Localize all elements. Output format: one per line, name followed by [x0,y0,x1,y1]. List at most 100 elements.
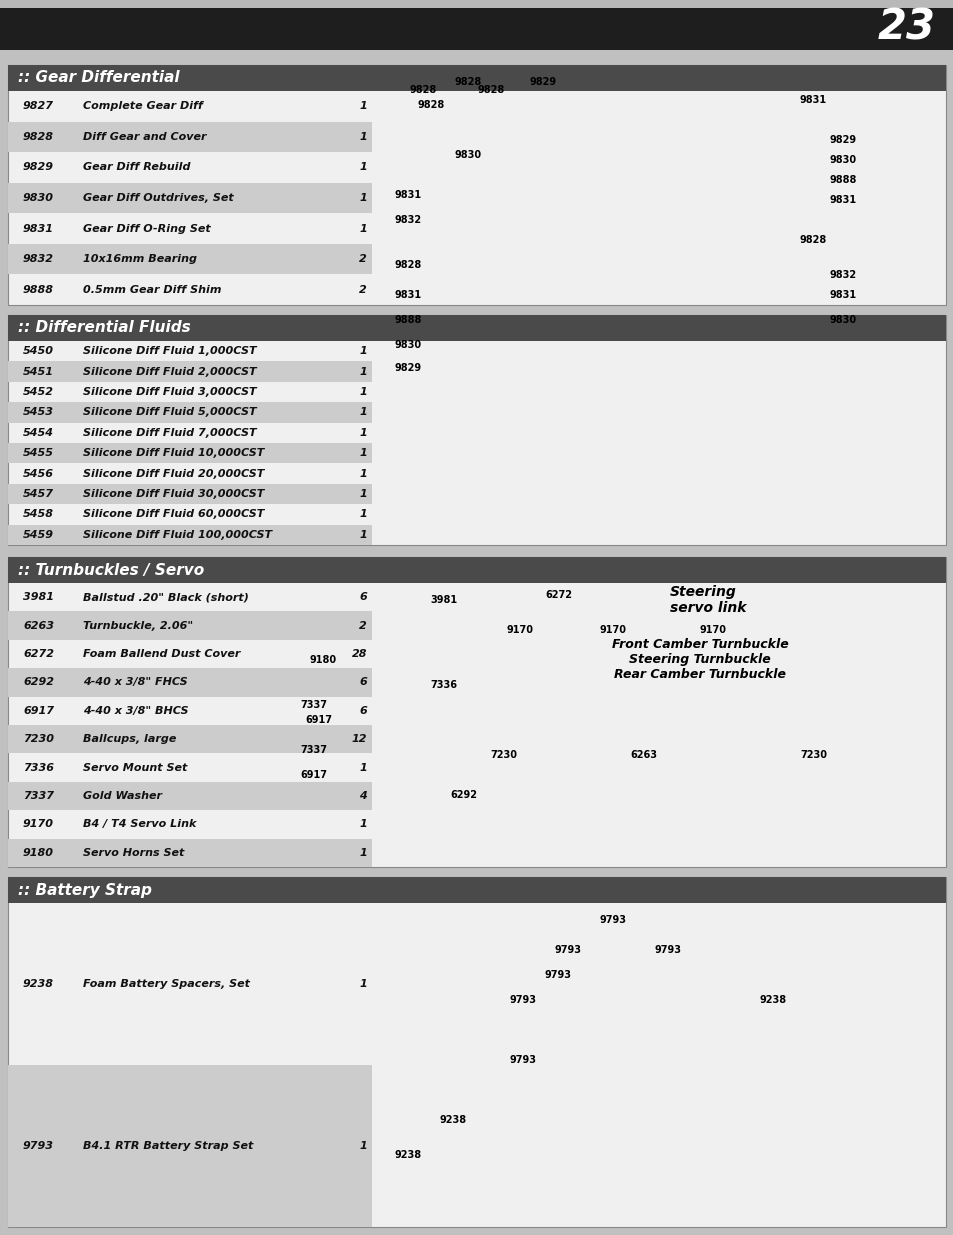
Text: 5459: 5459 [23,530,54,540]
Text: Foam Battery Spacers, Set: Foam Battery Spacers, Set [83,979,250,989]
Text: 6: 6 [359,678,367,688]
Text: 6263: 6263 [23,621,54,631]
Text: Silicone Diff Fluid 20,000CST: Silicone Diff Fluid 20,000CST [83,468,264,479]
Text: 9831: 9831 [829,290,856,300]
Text: 7337: 7337 [299,745,327,755]
Text: 7337: 7337 [23,790,54,802]
Text: 9238: 9238 [23,979,54,989]
Text: 1: 1 [359,762,367,773]
Text: 6917: 6917 [305,715,332,725]
Text: 1: 1 [359,819,367,830]
Bar [8,484,372,504]
Text: 12: 12 [351,734,367,745]
Text: 9828: 9828 [410,85,436,95]
Text: 2: 2 [359,285,367,295]
Bar [0,0,953,49]
Text: :: Gear Differential: :: Gear Differential [18,70,179,85]
Text: 9793: 9793 [655,945,681,955]
Text: 1: 1 [359,427,367,437]
Bar [8,611,372,640]
Text: Front Camber Turnbuckle
Steering Turnbuckle
Rear Camber Turnbuckle: Front Camber Turnbuckle Steering Turnbuc… [611,638,787,682]
Text: 9831: 9831 [395,290,421,300]
Text: 6: 6 [359,705,367,716]
Text: 5453: 5453 [23,408,54,417]
Bar [8,443,372,463]
Text: 9832: 9832 [23,254,54,264]
Bar [8,65,945,91]
Text: 9888: 9888 [829,175,857,185]
Text: :: Differential Fluids: :: Differential Fluids [18,321,191,336]
Text: 9830: 9830 [455,149,481,161]
Text: 9180: 9180 [23,847,54,858]
Text: Gold Washer: Gold Washer [83,790,162,802]
Text: 7337: 7337 [299,700,327,710]
Text: 9831: 9831 [23,224,54,233]
Text: :: Battery Strap: :: Battery Strap [18,883,152,898]
Text: 9831: 9831 [395,190,421,200]
Text: 4-40 x 3/8" FHCS: 4-40 x 3/8" FHCS [83,678,188,688]
Text: 5456: 5456 [23,468,54,479]
Text: 1: 1 [359,387,367,396]
Text: 6272: 6272 [544,590,572,600]
Bar [8,315,945,341]
Text: 9829: 9829 [395,363,421,373]
Text: 1: 1 [359,408,367,417]
Bar [8,668,372,697]
Text: 9827: 9827 [23,101,54,111]
Text: Gear Diff O-Ring Set: Gear Diff O-Ring Set [83,224,211,233]
Text: 1: 1 [359,367,367,377]
Text: Ballcups, large: Ballcups, large [83,734,176,745]
Bar [8,877,945,903]
Text: 9793: 9793 [510,995,537,1005]
Text: 9793: 9793 [23,1141,54,1151]
Text: 4: 4 [359,790,367,802]
Text: Ballstud .20" Black (short): Ballstud .20" Black (short) [83,593,249,603]
Text: Steering
servo link: Steering servo link [669,585,745,615]
Text: 7336: 7336 [23,762,54,773]
Text: Gear Diff Rebuild: Gear Diff Rebuild [83,163,191,173]
Text: Servo Mount Set: Servo Mount Set [83,762,187,773]
Text: Silicone Diff Fluid 3,000CST: Silicone Diff Fluid 3,000CST [83,387,256,396]
Text: 9832: 9832 [829,270,856,280]
Bar [8,525,372,545]
Text: 5451: 5451 [23,367,54,377]
Text: 5458: 5458 [23,509,54,520]
Text: 9793: 9793 [510,1055,537,1065]
Text: 5455: 5455 [23,448,54,458]
Text: 1: 1 [359,468,367,479]
Text: Silicone Diff Fluid 2,000CST: Silicone Diff Fluid 2,000CST [83,367,256,377]
Bar [8,403,372,422]
Bar [8,65,945,305]
Text: 9828: 9828 [23,132,54,142]
Text: 9829: 9829 [530,77,557,86]
Text: 9831: 9831 [800,95,826,105]
Text: 1: 1 [359,530,367,540]
Text: 23: 23 [877,6,935,48]
Text: 9830: 9830 [829,315,856,325]
Text: 3981: 3981 [23,593,54,603]
Text: 0.5mm Gear Diff Shim: 0.5mm Gear Diff Shim [83,285,221,295]
Bar [8,315,945,545]
Text: 9170: 9170 [599,625,626,635]
Text: 9828: 9828 [455,77,482,86]
Text: Turnbuckle, 2.06": Turnbuckle, 2.06" [83,621,193,631]
Text: 9170: 9170 [23,819,54,830]
Text: B4.1 RTR Battery Strap Set: B4.1 RTR Battery Strap Set [83,1141,253,1151]
Text: 9238: 9238 [395,1150,421,1160]
Text: 2: 2 [359,254,367,264]
Text: 9238: 9238 [439,1115,467,1125]
Text: Silicone Diff Fluid 7,000CST: Silicone Diff Fluid 7,000CST [83,427,256,437]
Text: 1: 1 [359,509,367,520]
Bar [8,725,372,753]
Text: Silicone Diff Fluid 30,000CST: Silicone Diff Fluid 30,000CST [83,489,264,499]
Text: Complete Gear Diff: Complete Gear Diff [83,101,203,111]
Text: 6292: 6292 [450,790,476,800]
Text: 9828: 9828 [800,235,826,245]
Text: 1: 1 [359,1141,367,1151]
Text: 1: 1 [359,448,367,458]
Bar [0,0,953,7]
Bar [8,877,945,1228]
Text: 6263: 6263 [629,750,657,760]
Text: 1: 1 [359,489,367,499]
Text: 9831: 9831 [829,195,856,205]
